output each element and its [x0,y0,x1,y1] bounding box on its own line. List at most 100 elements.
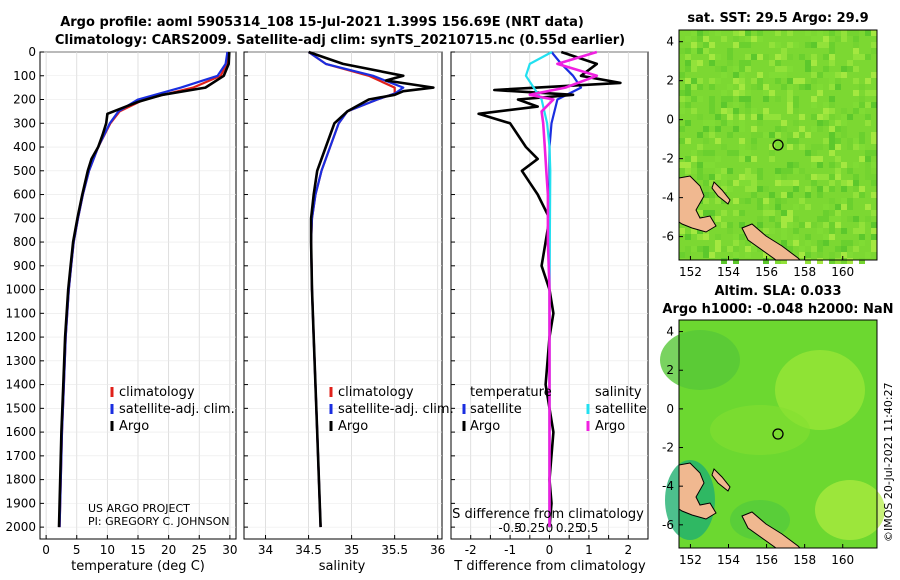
sst-cell [757,72,763,78]
sst-cell [685,90,691,96]
sst-cell [787,90,793,96]
header-title-line1: Argo profile: aoml 5905314_108 15-Jul-20… [60,15,584,30]
sst-cell [727,48,733,54]
sst-cell [859,258,865,264]
sst-cell [847,66,853,72]
sst-cell [787,108,793,114]
sst-cell [787,162,793,168]
sst-cell [727,96,733,102]
map-lon-label: 156 [755,265,778,279]
sst-cell [697,36,703,42]
sst-cell [871,210,877,216]
sst-cell [727,186,733,192]
depth-tick-label: 1400 [5,378,36,392]
sst-cell [781,222,787,228]
sst-cell [847,198,853,204]
sst-cell [829,84,835,90]
sst-cell [709,54,715,60]
sst-cell [817,144,823,150]
depth-tick-label: 1900 [5,496,36,510]
map-lat-label: -6 [662,230,674,244]
s-diff-tick-label: -0.5 [498,521,521,535]
sst-cell [787,180,793,186]
x-tick-label: 10 [100,543,115,557]
sst-cell [817,120,823,126]
sst-cell [769,156,775,162]
sst-cell [721,102,727,108]
sst-cell [679,168,685,174]
sst-cell [793,108,799,114]
sst-map [678,29,878,264]
sst-cell [829,30,835,36]
sst-cell [811,126,817,132]
sst-cell [691,228,697,234]
sst-cell [733,90,739,96]
sst-cell [859,240,865,246]
sst-cell [841,186,847,192]
sst-cell [769,216,775,222]
sst-cell [871,240,877,246]
sst-cell [751,174,757,180]
temp-xlabel: temperature (deg C) [71,559,205,574]
sst-cell [745,180,751,186]
sst-cell [781,84,787,90]
sst-cell [823,174,829,180]
sst-cell [787,102,793,108]
sst-cell [865,216,871,222]
sst-cell [871,90,877,96]
sst-cell [853,162,859,168]
sst-cell [859,108,865,114]
sst-cell [829,48,835,54]
sst-cell [763,186,769,192]
depth-tick-label: 500 [13,164,36,178]
sst-cell [697,162,703,168]
sst-cell [739,174,745,180]
sst-cell [823,36,829,42]
sst-cell [781,120,787,126]
sst-cell [691,168,697,174]
temp-x-axis: 0 5 10 15 20 25 30 [42,535,238,557]
sst-cell [697,210,703,216]
sst-cell [703,252,709,258]
sst-cell [811,180,817,186]
sst-cell [703,246,709,252]
depth-tick-label: 1700 [5,449,36,463]
sst-x-axis: 152 154 156 158 160 [679,256,854,279]
sst-cell [775,78,781,84]
sst-cell [691,156,697,162]
sst-cell [697,78,703,84]
sst-cell [745,42,751,48]
sst-cell [805,66,811,72]
sst-cell [865,150,871,156]
sst-cell [793,120,799,126]
sst-cell [799,78,805,84]
sst-cell [775,42,781,48]
sst-cell [703,186,709,192]
sst-cell [817,30,823,36]
sst-cell [829,144,835,150]
sst-cell [739,66,745,72]
sla-map-title1: Altim. SLA: 0.033 [715,284,842,299]
sst-cell [739,156,745,162]
sst-cell [835,168,841,174]
sst-cell [685,168,691,174]
sst-cell [829,72,835,78]
sst-cell [853,78,859,84]
sst-cell [853,192,859,198]
legend-climatology-label: climatology [119,385,195,400]
sst-cell [685,162,691,168]
sst-cell [823,72,829,78]
map-lon-label: 156 [755,553,778,567]
sst-cell [841,258,847,264]
sst-cell [823,186,829,192]
sst-cell [745,54,751,60]
sst-cell [715,138,721,144]
sst-cell [703,120,709,126]
sst-cell [823,204,829,210]
sst-cell [727,222,733,228]
sst-cell [745,90,751,96]
sst-cell [733,36,739,42]
sst-cell [787,210,793,216]
sst-cell [733,108,739,114]
sst-cell [745,252,751,258]
